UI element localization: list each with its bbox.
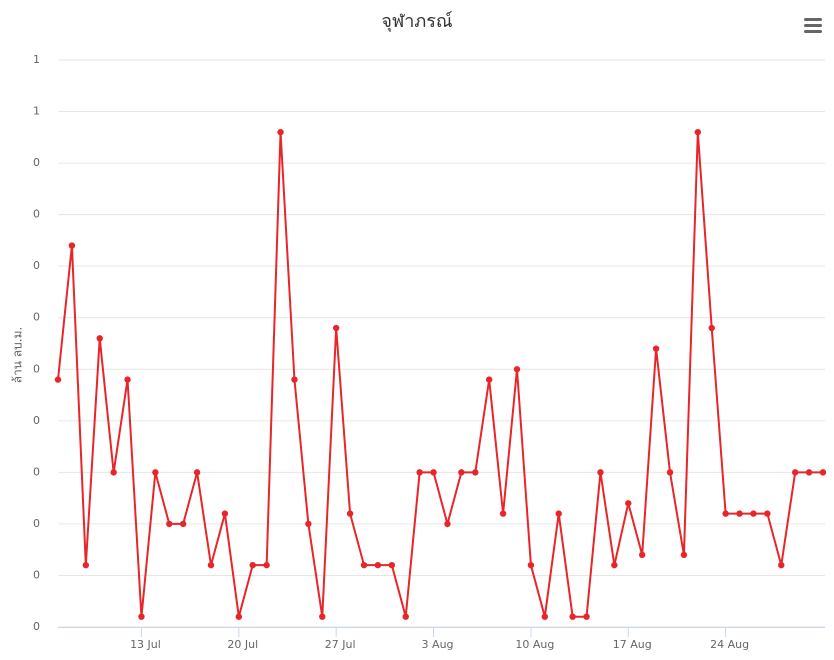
- point: [791, 469, 799, 476]
- point: [207, 561, 215, 569]
- point: [96, 335, 103, 342]
- point: [166, 520, 173, 528]
- menu-line: [804, 24, 822, 27]
- point: [360, 561, 368, 569]
- y-tick-label: 0: [33, 259, 40, 272]
- y-tick-label: 0: [33, 568, 40, 581]
- point: [819, 469, 827, 476]
- x-tick-label: 20 Jul: [227, 638, 258, 651]
- line-series: [57, 132, 823, 618]
- point: [778, 561, 785, 569]
- point: [764, 510, 771, 517]
- point: [736, 510, 743, 517]
- point: [291, 376, 298, 383]
- x-tick-label: 24 Aug: [710, 638, 749, 651]
- y-tick-label: 0: [33, 311, 40, 324]
- point: [597, 469, 604, 476]
- y-axis-title: ล้าน ลบ.ม.: [11, 327, 25, 384]
- point: [708, 324, 715, 332]
- x-tick-label: 27 Jul: [325, 638, 356, 651]
- y-tick-label: 0: [33, 620, 40, 633]
- chart-title: จุฬาภรณ์: [381, 11, 452, 32]
- point: [82, 561, 90, 569]
- y-tick-label: 0: [33, 517, 40, 530]
- y-tick-label: 0: [33, 362, 40, 375]
- point: [346, 510, 354, 517]
- menu-button[interactable]: [800, 14, 824, 36]
- point: [430, 469, 437, 476]
- point: [374, 561, 382, 569]
- point: [805, 469, 813, 476]
- point: [124, 376, 131, 383]
- y-tick-label: 0: [33, 208, 40, 221]
- point: [305, 520, 312, 528]
- point: [152, 469, 159, 476]
- point: [458, 469, 465, 476]
- point: [221, 510, 229, 517]
- point: [319, 613, 326, 620]
- x-tick-label: 13 Jul: [130, 638, 161, 651]
- x-tick-label: 17 Aug: [613, 638, 652, 651]
- point: [263, 561, 270, 569]
- y-tick-label: 1: [33, 105, 40, 118]
- menu-line: [804, 30, 822, 33]
- point: [583, 613, 590, 620]
- point: [332, 324, 340, 332]
- point: [110, 469, 117, 476]
- point: [666, 469, 674, 476]
- point: [277, 128, 284, 136]
- point: [638, 551, 646, 559]
- point: [680, 551, 688, 559]
- point: [722, 510, 729, 517]
- x-tick-label: 10 Aug: [515, 638, 554, 651]
- point: [499, 510, 507, 517]
- point: [193, 469, 201, 476]
- point: [249, 561, 256, 569]
- point: [179, 520, 187, 528]
- point: [652, 345, 660, 352]
- point: [625, 500, 632, 507]
- point: [472, 469, 479, 476]
- point: [444, 520, 451, 528]
- point: [235, 613, 243, 620]
- point: [569, 613, 576, 620]
- point: [388, 561, 396, 569]
- point: [694, 128, 702, 136]
- point: [541, 613, 549, 620]
- y-tick-label: 0: [33, 465, 40, 478]
- point: [611, 561, 618, 569]
- point: [138, 613, 145, 620]
- point: [750, 510, 757, 517]
- y-tick-label: 1: [33, 53, 40, 66]
- point: [485, 376, 493, 383]
- x-tick-label: 3 Aug: [422, 638, 454, 651]
- point: [527, 561, 535, 569]
- point: [54, 376, 62, 383]
- point: [68, 242, 76, 249]
- point: [555, 510, 562, 517]
- y-tick-label: 0: [33, 414, 40, 427]
- menu-line: [804, 18, 822, 21]
- y-tick-label: 0: [33, 156, 40, 169]
- point: [416, 469, 423, 476]
- point: [402, 613, 409, 620]
- point: [513, 366, 521, 373]
